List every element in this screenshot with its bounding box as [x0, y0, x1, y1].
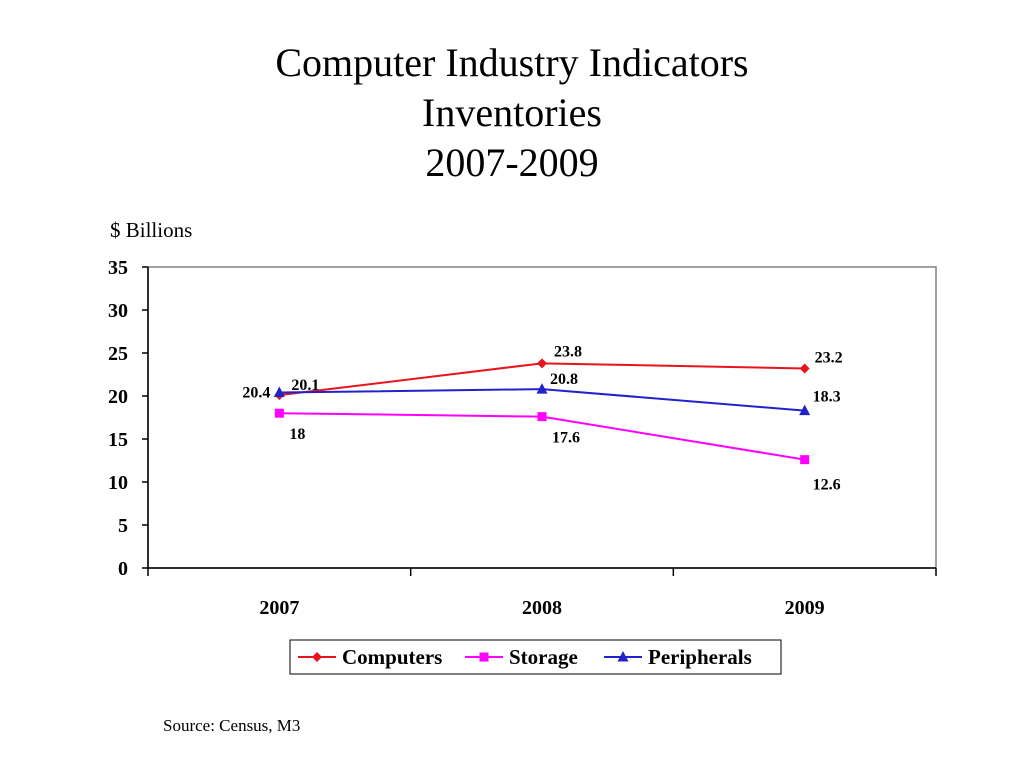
computers-point [799, 363, 810, 374]
title-line-1: Computer Industry Indicators [275, 40, 749, 85]
computers-data-label: 23.8 [554, 343, 582, 360]
y-tick-label: 15 [108, 429, 128, 451]
y-tick-label: 25 [108, 343, 128, 365]
x-tick-label: 2009 [785, 597, 825, 619]
x-tick-label: 2007 [259, 597, 299, 619]
legend-peripherals-label: Peripherals [648, 645, 752, 669]
legend [289, 639, 782, 675]
legend-peripherals-marker [617, 651, 629, 662]
storage-point [274, 408, 284, 418]
storage-data-label: 18 [289, 426, 305, 443]
title-line-3: 2007-2009 [425, 140, 599, 185]
peripherals-data-label: 18.3 [813, 389, 841, 406]
title-line-2: Inventories [422, 90, 602, 135]
storage-data-label: 12.6 [813, 477, 841, 494]
storage-point [537, 412, 547, 422]
peripherals-data-label: 20.8 [550, 371, 578, 388]
legend-computers-label: Computers [342, 645, 442, 669]
peripherals-data-label: 20.4 [242, 385, 270, 402]
computers-data-label: 23.2 [815, 349, 843, 366]
y-tick-label: 35 [108, 257, 128, 279]
y-tick-label: 0 [118, 558, 128, 580]
y-tick-label: 10 [108, 472, 128, 494]
legend-storage-marker [479, 652, 489, 662]
computers-point [537, 358, 547, 369]
y-tick-label: 20 [108, 386, 128, 408]
legend-computers-marker [312, 652, 322, 662]
y-axis-unit-label: $ Billions [110, 218, 193, 242]
legend-storage-label: Storage [509, 645, 578, 669]
x-tick-label: 2008 [522, 597, 562, 619]
storage-point [800, 455, 810, 465]
storage-data-label: 17.6 [552, 430, 580, 447]
peripherals-point [273, 386, 285, 398]
y-tick-label: 5 [118, 515, 128, 537]
computers-data-label: 20.1 [291, 377, 319, 394]
peripherals-point [536, 383, 548, 394]
source-note: Source: Census, M3 [163, 716, 301, 735]
peripherals-point [799, 404, 811, 416]
chart-title: Computer Industry Indicators Inventories… [0, 38, 1024, 188]
y-tick-label: 30 [108, 300, 128, 322]
